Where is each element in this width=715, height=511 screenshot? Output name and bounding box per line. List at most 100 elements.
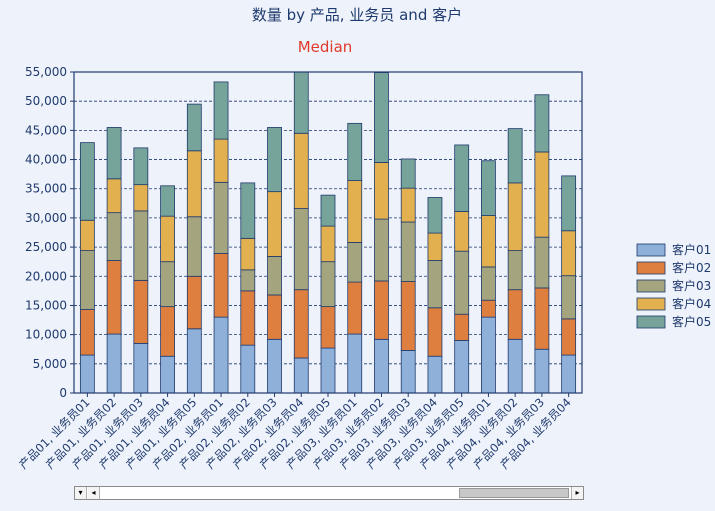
bar-segment — [240, 269, 256, 292]
y-tick-label: 35,000 — [25, 182, 67, 196]
plot-frame — [73, 71, 583, 394]
bar-segment — [293, 289, 309, 359]
bar-segment — [186, 275, 202, 330]
y-tick-label: 40,000 — [25, 153, 67, 167]
y-tick-label: 15,000 — [25, 298, 67, 312]
chevron-down-icon: ▾ — [78, 488, 83, 497]
bar-segment — [454, 144, 470, 212]
bar-segment — [534, 287, 550, 350]
bar-segment — [133, 184, 149, 212]
bar-segment — [454, 340, 470, 394]
legend-label: 客户05 — [672, 314, 711, 329]
bar-segment — [561, 275, 577, 320]
bar-segment — [160, 215, 175, 263]
y-tick-label: 30,000 — [25, 211, 67, 225]
bar-segment — [347, 180, 363, 243]
bar-segment — [213, 138, 229, 183]
bar-segment — [267, 294, 282, 340]
legend: 客户01 客户02 客户03 客户04 客户05 — [636, 242, 711, 329]
scroll-dropdown-button[interactable]: ▾ — [75, 487, 87, 499]
bar-segment — [534, 236, 550, 289]
bar-segment — [534, 94, 550, 153]
scroll-thumb[interactable] — [459, 488, 569, 498]
bar-segment — [267, 338, 282, 394]
bar-segment — [454, 211, 470, 252]
scroll-right-button[interactable]: ▸ — [571, 487, 583, 499]
bar-segment — [79, 250, 95, 310]
bar-segment — [133, 210, 149, 281]
bar-segment — [106, 178, 122, 214]
bar-segment — [160, 185, 175, 217]
bar-segment — [347, 242, 363, 283]
bar-segment — [293, 132, 309, 209]
bar-segment — [507, 250, 523, 291]
y-tick-label: 50,000 — [25, 94, 67, 108]
bar-segment — [454, 313, 470, 341]
bar-segment — [481, 215, 496, 268]
scroll-left-button[interactable]: ◂ — [88, 487, 100, 499]
y-tick-label: 10,000 — [25, 328, 67, 342]
bar-segment — [481, 299, 496, 318]
bar-segment — [267, 127, 282, 193]
bar-segment — [213, 253, 229, 318]
bar-segment — [561, 318, 577, 356]
bar-segment — [374, 338, 389, 394]
bar-segment — [160, 355, 175, 394]
bar-segment — [133, 147, 149, 186]
bar-segment — [374, 218, 389, 282]
bar-segment — [213, 316, 229, 394]
bar-segment — [347, 122, 363, 181]
bar-segment — [400, 158, 416, 189]
bar-segment — [427, 307, 443, 357]
bar-segment — [160, 306, 175, 357]
bar-segment — [534, 348, 550, 394]
y-tick-label: 55,000 — [25, 65, 67, 79]
bar-segment — [160, 261, 175, 308]
bar-segment — [106, 333, 122, 394]
legend-label: 客户03 — [672, 278, 711, 293]
bar-segment — [133, 279, 149, 344]
bar-segment — [79, 219, 95, 251]
bar-segment — [240, 290, 256, 346]
bar-segment — [79, 309, 95, 356]
bar-segment — [186, 328, 202, 394]
bar-segment — [374, 280, 389, 340]
horizontal-scrollbar[interactable]: ▾ ◂ ▸ — [74, 486, 584, 500]
bar-segment — [400, 281, 416, 351]
bar-segment — [427, 197, 443, 234]
y-tick-label: 0 — [59, 386, 67, 400]
y-tick-label: 20,000 — [25, 269, 67, 283]
bar-segment — [400, 349, 416, 394]
y-tick-label: 45,000 — [25, 123, 67, 137]
bar-segment — [561, 230, 577, 277]
bar-segment — [427, 260, 443, 309]
bar-segment — [320, 194, 336, 227]
bar-segment — [481, 266, 496, 301]
legend-swatch — [636, 297, 666, 311]
bar-segment — [320, 261, 336, 308]
legend-swatch — [636, 261, 666, 275]
bar-segment — [427, 355, 443, 394]
bar-segment — [240, 182, 256, 239]
bar-segment — [481, 316, 496, 394]
bar-segment — [186, 150, 202, 218]
bar-segment — [320, 225, 336, 263]
bar-segment — [507, 289, 523, 340]
bar-segment — [186, 216, 202, 277]
bar-segment — [79, 354, 95, 394]
bar-segment — [106, 127, 122, 180]
bar-segment — [561, 354, 577, 394]
bar-segment — [400, 221, 416, 282]
bar-segment — [534, 151, 550, 238]
bar-segment — [454, 250, 470, 315]
bar-segment — [106, 260, 122, 335]
legend-swatch — [636, 279, 666, 293]
y-tick-label: 25,000 — [25, 240, 67, 254]
bar-segment — [213, 181, 229, 254]
bar-segment — [79, 142, 95, 221]
bar-segment — [293, 208, 309, 291]
arrow-right-icon: ▸ — [575, 488, 580, 497]
bar-segment — [240, 344, 256, 394]
